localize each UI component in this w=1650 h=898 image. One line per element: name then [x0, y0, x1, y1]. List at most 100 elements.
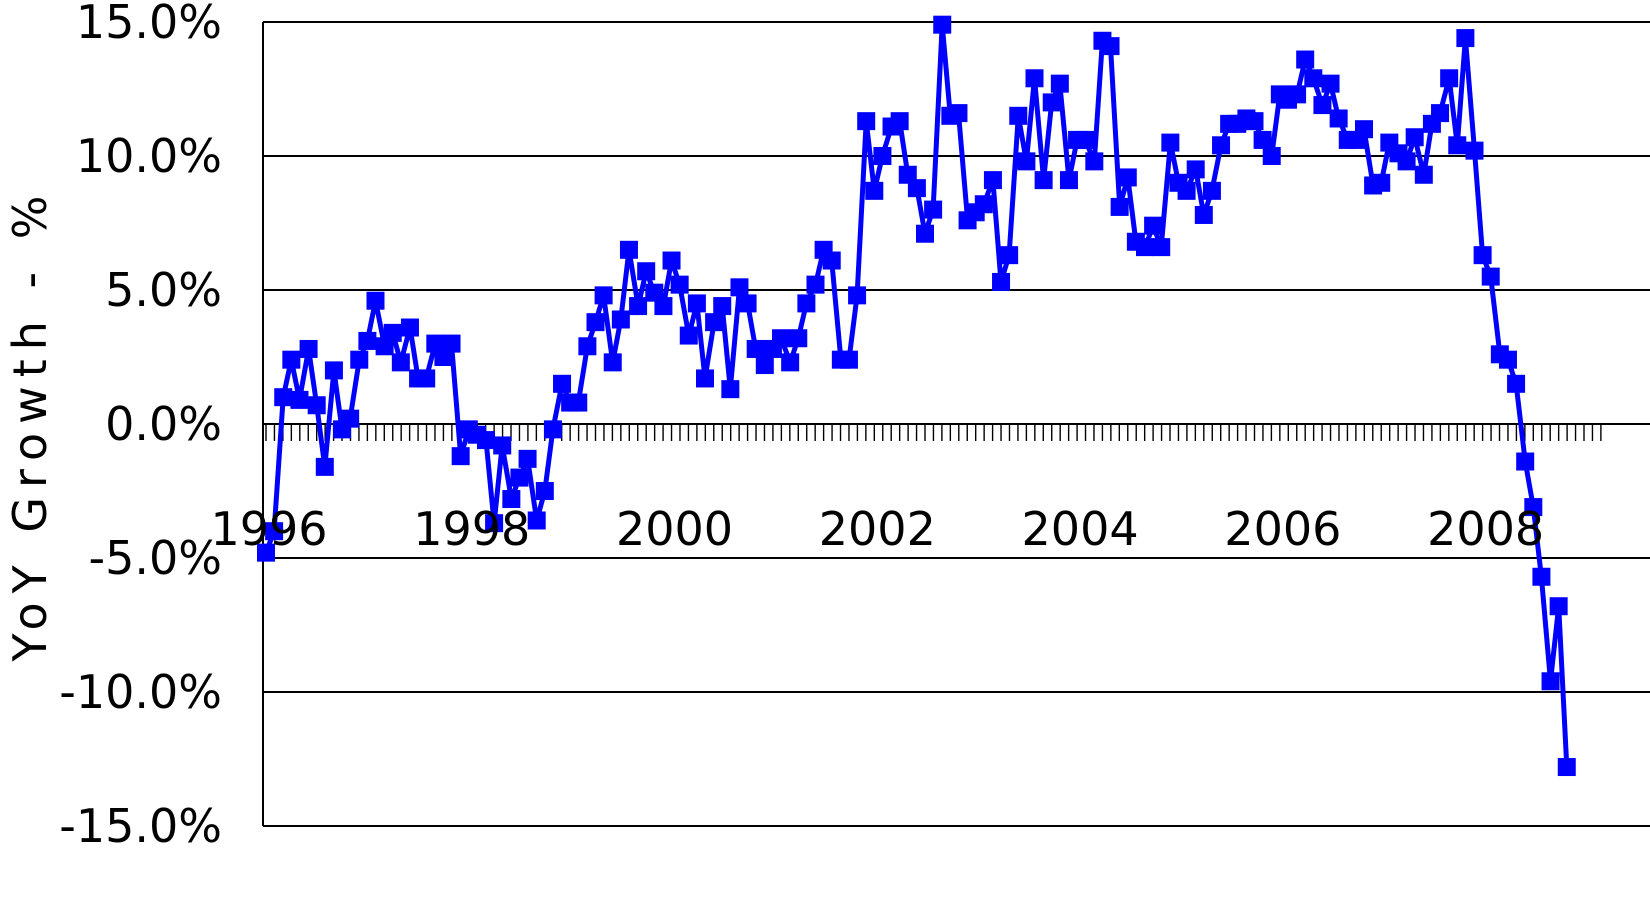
data-point: [907, 179, 926, 198]
data-point: [1009, 106, 1028, 125]
data-point: [755, 356, 774, 375]
data-point: [1440, 69, 1459, 88]
data-point: [789, 329, 808, 348]
data-point: [603, 353, 622, 372]
data-point: [873, 147, 892, 165]
data-point: [857, 112, 876, 131]
data-point: [594, 286, 613, 305]
data-point: [839, 350, 858, 369]
data-point: [569, 393, 588, 412]
data-point: [1118, 168, 1137, 187]
data-point: [1144, 216, 1163, 235]
data-point: [746, 339, 765, 358]
data-point: [1354, 120, 1373, 139]
y-tick-label: 0.0%: [105, 397, 222, 451]
data-point: [1481, 267, 1500, 286]
data-point: [290, 390, 309, 409]
data-point: [1397, 152, 1416, 171]
data-point: [299, 339, 318, 358]
data-point: [1034, 171, 1053, 190]
data-point: [1465, 141, 1484, 160]
data-point: [619, 240, 638, 259]
data-point: [1262, 147, 1281, 165]
data-point: [1186, 160, 1205, 179]
data-point: [358, 331, 377, 350]
data-point: [695, 369, 714, 388]
data-point: [890, 112, 909, 131]
data-point: [721, 380, 740, 399]
y-tick-labels: 15.0% 10.0% 5.0% 0.0% -5.0% -10.0% -15.0%: [59, 0, 222, 853]
data-point: [1456, 29, 1475, 48]
data-point: [400, 318, 419, 337]
data-point: [324, 361, 343, 380]
x-tick-label: 2004: [1022, 502, 1139, 556]
data-point: [1177, 181, 1196, 200]
data-point: [738, 294, 757, 313]
data-point: [485, 514, 504, 533]
data-point: [730, 278, 749, 297]
data-point: [1202, 181, 1221, 200]
data-point: [1473, 246, 1492, 265]
data-point: [670, 275, 689, 294]
data-point: [553, 374, 572, 393]
data-point: [502, 490, 521, 509]
data-point: [391, 353, 410, 372]
data-point: [366, 291, 385, 310]
data-point: [1549, 597, 1568, 616]
data-point: [543, 420, 562, 439]
x-tick-label: 2006: [1224, 502, 1341, 556]
data-point: [924, 200, 943, 219]
data-point: [265, 522, 284, 541]
data-point: [1448, 136, 1467, 155]
data-point: [662, 251, 681, 270]
y-tick-label: 10.0%: [76, 129, 222, 183]
data-point: [637, 262, 656, 281]
data-point: [1296, 50, 1315, 69]
data-point: [1313, 96, 1332, 115]
data-point: [1532, 567, 1551, 586]
x-minor-ticks: [265, 424, 1602, 441]
y-axis-label: YoY Growth - %: [3, 187, 57, 663]
data-point: [1101, 37, 1120, 56]
data-point: [916, 224, 934, 243]
x-tick-label: 1998: [413, 502, 530, 556]
data-point: [477, 431, 496, 450]
data-point: [1194, 205, 1213, 224]
data-point: [974, 195, 993, 214]
data-point: [822, 251, 841, 270]
data-point: [1414, 165, 1433, 184]
data-point: [1136, 238, 1155, 257]
data-point: [535, 482, 554, 500]
y-tick-label: -10.0%: [59, 665, 222, 719]
data-point: [451, 447, 470, 466]
data-point: [1516, 452, 1535, 471]
data-point: [611, 310, 630, 329]
data-point: [1110, 197, 1129, 216]
x-tick-label: 2002: [819, 502, 936, 556]
data-point: [341, 409, 360, 428]
data-point: [797, 294, 816, 313]
data-point: [848, 286, 867, 305]
data-point: [442, 334, 461, 353]
data-point: [781, 353, 800, 372]
y-tick-label: -5.0%: [89, 531, 222, 585]
y-tick-label: 15.0%: [76, 0, 222, 49]
data-point: [679, 326, 698, 345]
data-point: [1245, 112, 1264, 131]
data-point: [1076, 130, 1095, 149]
data-point: [527, 511, 546, 530]
data-point: [1000, 246, 1019, 265]
data-point: [1498, 350, 1517, 369]
y-tick-label: 5.0%: [105, 263, 222, 317]
data-point: [586, 313, 605, 332]
data-point: [282, 350, 301, 369]
data-point: [1372, 173, 1391, 192]
data-point: [1507, 374, 1526, 393]
data-point: [687, 294, 706, 313]
data-point: [518, 449, 537, 468]
data-point: [992, 272, 1011, 291]
data-point: [1152, 238, 1171, 257]
data-point: [1431, 104, 1450, 123]
data-point: [1288, 85, 1307, 104]
